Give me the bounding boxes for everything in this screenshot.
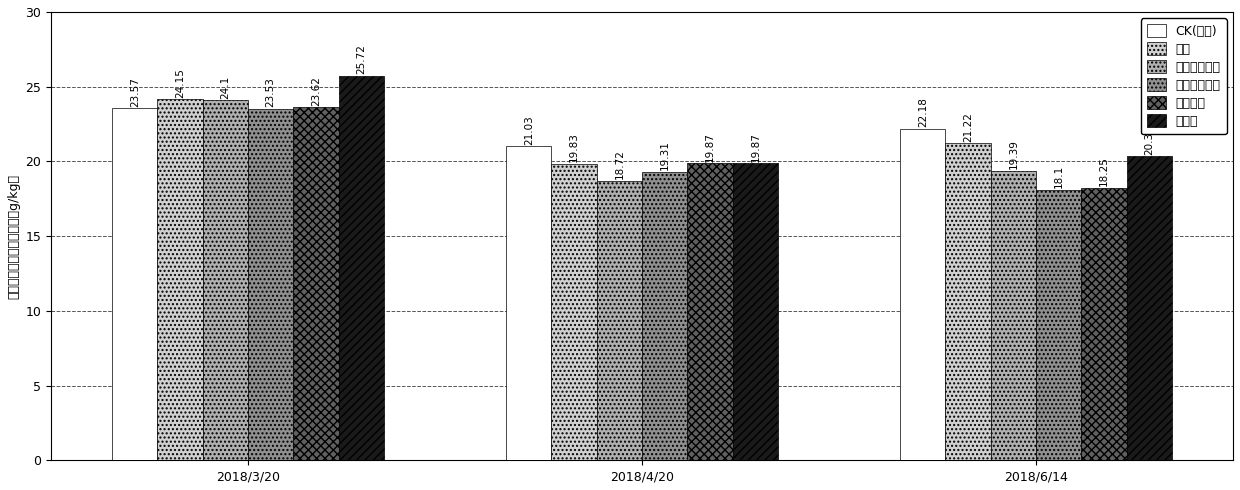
- Bar: [687, 163, 733, 460]
- Bar: [596, 180, 642, 460]
- Text: 18.1: 18.1: [1054, 165, 1064, 188]
- Bar: [1127, 156, 1172, 460]
- Text: 25.72: 25.72: [356, 45, 366, 74]
- Text: 19.87: 19.87: [750, 132, 760, 162]
- Text: 22.18: 22.18: [918, 98, 928, 127]
- Bar: [1081, 188, 1127, 460]
- Text: 23.53: 23.53: [265, 77, 275, 107]
- Y-axis label: 烟株根际土壤有机质含量（g/kg）: 烟株根际土壤有机质含量（g/kg）: [7, 173, 20, 298]
- Bar: [991, 171, 1037, 460]
- Bar: [552, 164, 596, 460]
- Text: 21.03: 21.03: [523, 115, 533, 145]
- Bar: [248, 109, 294, 460]
- Text: 19.87: 19.87: [706, 132, 715, 162]
- Bar: [945, 143, 991, 460]
- Bar: [900, 129, 945, 460]
- Bar: [203, 100, 248, 460]
- Text: 23.57: 23.57: [130, 76, 140, 106]
- Bar: [339, 76, 384, 460]
- Text: 18.25: 18.25: [1099, 156, 1109, 186]
- Text: 24.15: 24.15: [175, 68, 185, 98]
- Bar: [157, 99, 203, 460]
- Text: 23.62: 23.62: [311, 76, 321, 106]
- Bar: [642, 172, 687, 460]
- Bar: [733, 163, 777, 460]
- Bar: [112, 108, 157, 460]
- Text: 21.22: 21.22: [963, 112, 973, 142]
- Legend: CK(空白), 清水, 阗草芽孢杆菌, 地衣芽孢杆菌, 绳色木霨, 黑曲霨: CK(空白), 清水, 阗草芽孢杆菌, 地衣芽孢杆菌, 绳色木霨, 黑曲霨: [1141, 18, 1226, 134]
- Text: 20.35: 20.35: [1145, 125, 1154, 155]
- Bar: [1037, 190, 1081, 460]
- Bar: [294, 107, 339, 460]
- Text: 19.39: 19.39: [1008, 139, 1018, 169]
- Text: 24.1: 24.1: [221, 75, 231, 98]
- Text: 18.72: 18.72: [615, 149, 625, 179]
- Text: 19.31: 19.31: [660, 140, 670, 170]
- Text: 19.83: 19.83: [569, 133, 579, 163]
- Bar: [506, 146, 552, 460]
